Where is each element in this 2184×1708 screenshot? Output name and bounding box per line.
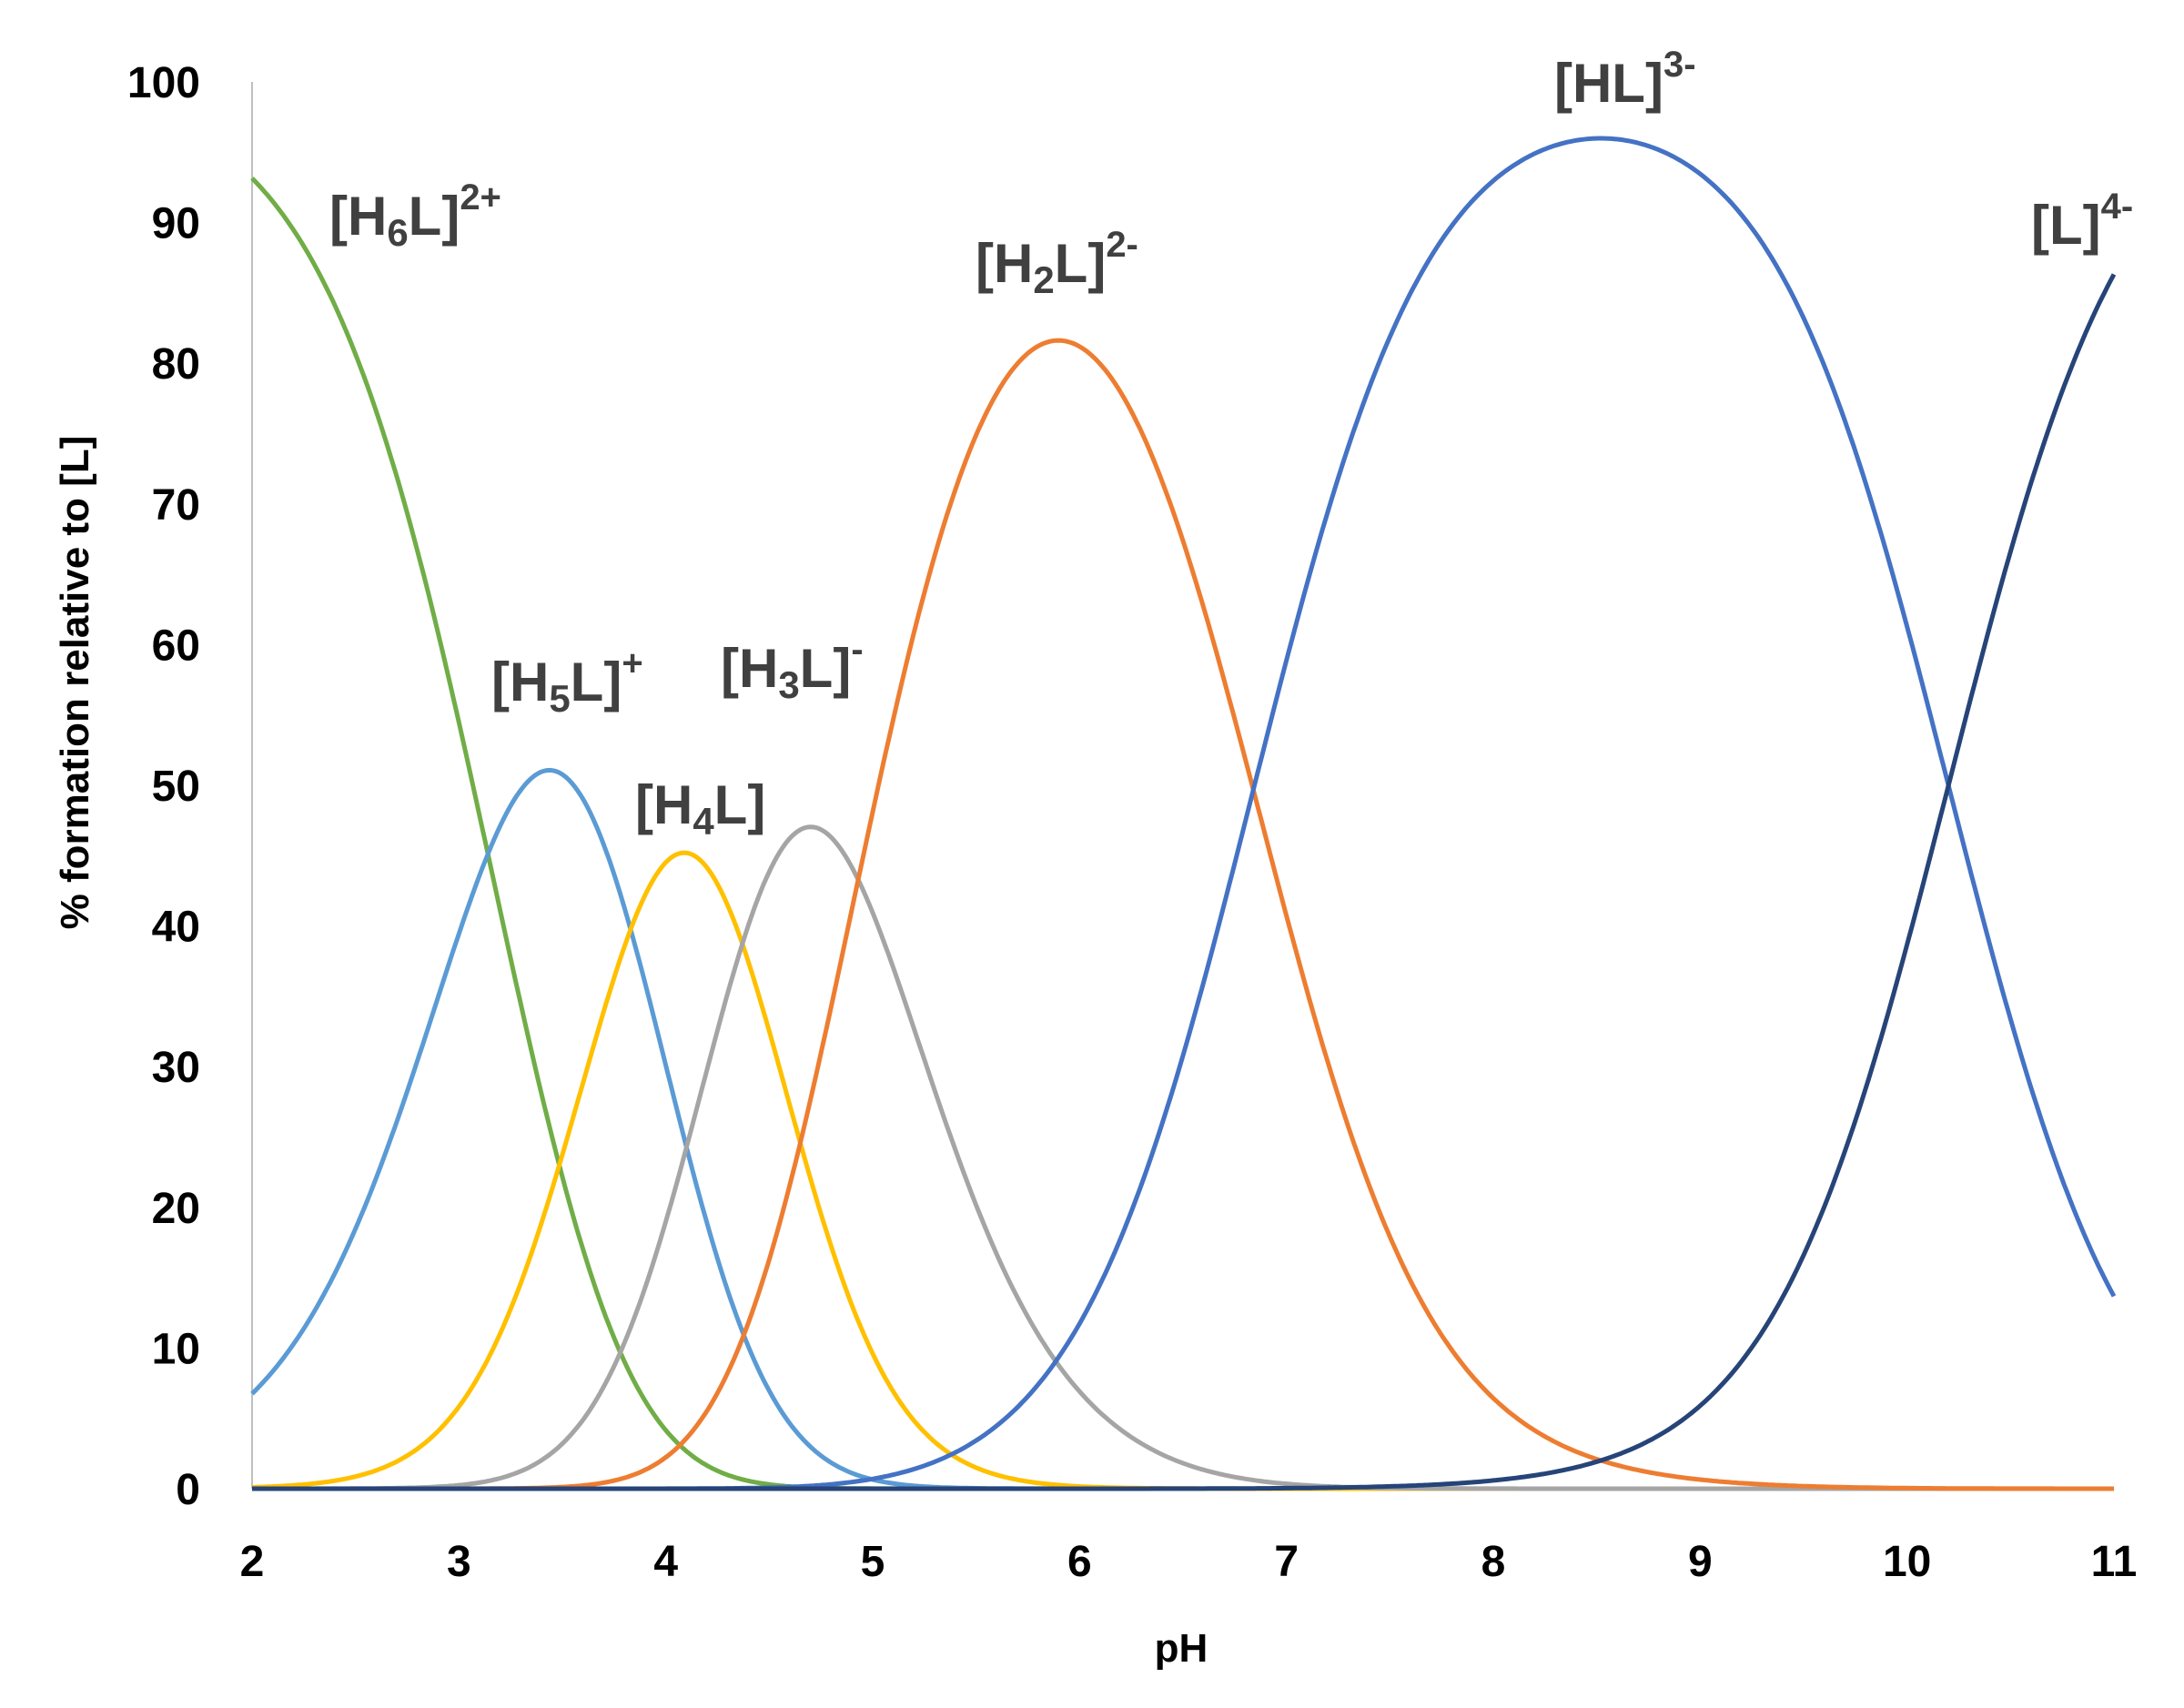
curve-l4	[252, 273, 2117, 1491]
y-tick-label: 20	[152, 1185, 200, 1233]
x-tick-label: 5	[861, 1538, 885, 1586]
curve-h2l2	[252, 338, 2114, 1491]
y-tick-label: 30	[152, 1044, 200, 1092]
species-label: [H3L]-	[721, 630, 864, 706]
species-label: [H4L]	[635, 774, 765, 843]
x-tick-label: 6	[1067, 1538, 1092, 1586]
curve-h6l2	[250, 177, 2114, 1491]
y-tick-label: 50	[152, 763, 200, 811]
y-tick-labels: 0 10 20 30 40 50 60 70 80 90 100	[127, 59, 200, 1514]
y-tick-label: 90	[152, 200, 200, 248]
x-tick-label: 10	[1883, 1538, 1931, 1586]
species-label: [H6L]2+	[329, 177, 501, 254]
species-label: [HL]3-	[1554, 45, 1696, 114]
y-tick-label: 10	[152, 1325, 200, 1373]
y-tick-label: 70	[152, 481, 200, 530]
y-tick-label: 40	[152, 904, 200, 952]
y-axis-title: % formation relative to [L]	[53, 436, 97, 930]
y-tick-label: 100	[127, 59, 200, 107]
x-tick-label: 11	[2091, 1538, 2138, 1586]
curve-h4l	[251, 850, 2114, 1491]
x-tick-label: 2	[240, 1538, 265, 1586]
species-label: [H5L]+	[491, 643, 643, 720]
species-label: [L]4-	[2031, 187, 2133, 256]
species-curves	[250, 136, 2117, 1491]
y-axis: 0 10 20 30 40 50 60 70 80 90 100	[127, 59, 253, 1514]
y-tick-label: 80	[152, 340, 200, 389]
x-axis: 2 3 4 5 6 7 8 9 10 11	[240, 1538, 2138, 1586]
curve-h3l	[252, 824, 2114, 1491]
x-tick-label: 9	[1688, 1538, 1713, 1586]
species-label: [H2L]2-	[976, 225, 1138, 301]
x-tick-label: 3	[447, 1538, 471, 1586]
curve-hl3	[252, 136, 2117, 1491]
y-tick-label: 60	[152, 622, 200, 670]
x-tick-label: 8	[1481, 1538, 1506, 1586]
x-tick-label: 4	[653, 1538, 678, 1586]
x-axis-title: pH	[1155, 1626, 1208, 1671]
x-tick-labels: 2 3 4 5 6 7 8 9 10 11	[240, 1538, 2138, 1586]
curve-h5l	[250, 767, 2114, 1491]
y-tick-label: 0	[176, 1466, 200, 1514]
x-tick-label: 7	[1274, 1538, 1299, 1586]
species-labels: [H6L]2+ [H5L]+ [H4L] [H3L]- [H2L]2- [HL]3- [L]…	[329, 45, 2133, 843]
